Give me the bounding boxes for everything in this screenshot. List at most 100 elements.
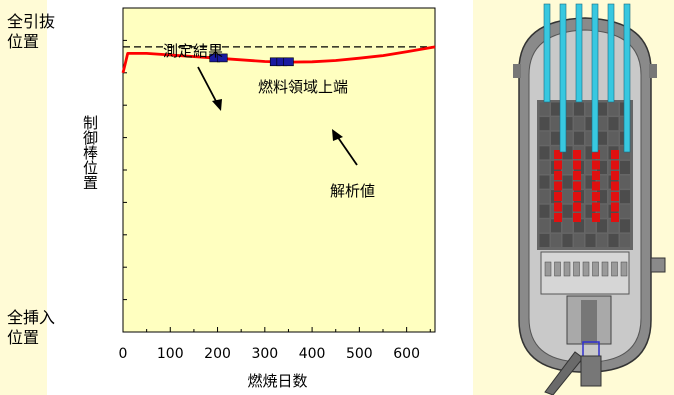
fuel-cell (620, 204, 630, 218)
control-rod-segment (573, 192, 581, 201)
fuel-cell (562, 175, 573, 189)
fuel-cell (608, 131, 619, 145)
fuel-cell (539, 233, 550, 247)
fuel-cell (620, 160, 630, 174)
fuel-cell (539, 146, 550, 160)
fuel-cell (585, 219, 596, 233)
control-rod-segment (573, 160, 581, 170)
control-rod-segment (611, 202, 619, 212)
control-rod-segment (592, 150, 600, 159)
control-rod-segment (592, 192, 600, 201)
control-rod-segment (554, 171, 562, 180)
measured-arrowhead (212, 99, 222, 111)
fuel-cell (585, 131, 596, 145)
measured-annotation: 測定結果 (163, 42, 223, 60)
fuel-cell (608, 117, 619, 131)
fuel-cell (608, 233, 619, 247)
control-rod-segment (592, 202, 600, 212)
guide-tubes (543, 3, 631, 153)
measured-point (216, 53, 228, 63)
control-rod-segment (592, 160, 600, 170)
control-rod-segment (554, 150, 562, 159)
fuel-cell (585, 233, 596, 247)
fuel-cell (551, 233, 561, 247)
axis-ticks (122, 39, 431, 332)
x-tick-label: 300 (251, 346, 278, 362)
control-rod-segment (554, 181, 562, 191)
lower-support-post (582, 261, 590, 277)
lower-support-post (611, 261, 618, 277)
reactor-vessel-diagram (513, 3, 666, 395)
control-rod-segment (611, 160, 619, 170)
lower-support-post (592, 261, 599, 277)
control-rod-segment (611, 150, 619, 159)
x-tick-labels: 0 100 200 300 400 500 600 (119, 346, 420, 362)
fuel-cell (574, 131, 584, 145)
fuel-cell (585, 175, 596, 189)
fuel-cell (539, 117, 550, 131)
fuel-cell (562, 160, 573, 174)
fuel-cell (608, 102, 619, 116)
label-full-inserted: 全挿入 位置 (7, 308, 56, 347)
guide-tube (575, 3, 583, 103)
lower-support-post (544, 261, 552, 277)
measured-arrow (197, 66, 219, 106)
fuel-cell (574, 102, 584, 116)
fuel-cell (608, 219, 619, 233)
analysis-arrow (336, 135, 358, 166)
x-tick-label: 200 (204, 346, 231, 362)
fuel-cell (620, 219, 630, 233)
fuel-cell (551, 102, 561, 116)
bottom-pipe (580, 355, 602, 387)
control-rod-segment (611, 171, 619, 180)
x-tick-label: 600 (393, 346, 420, 362)
x-tick-label: 100 (157, 346, 184, 362)
control-rod-segment (554, 160, 562, 170)
x-tick-label: 0 (119, 346, 128, 362)
fuel-cell (620, 175, 630, 189)
fuel-cell (620, 146, 630, 160)
lower-structure-detail (544, 261, 628, 345)
fuel-cell (585, 190, 596, 204)
nozzle-right (650, 257, 666, 273)
fuel-cell (562, 233, 573, 247)
fuel-cell (597, 102, 607, 116)
control-rod-segment (573, 213, 581, 222)
fuel-cell (574, 233, 584, 247)
fuel-cell (597, 117, 607, 131)
fuel-cell (597, 160, 607, 174)
analysis-annotation: 解析値 (330, 182, 375, 200)
guide-tube (543, 3, 551, 103)
vessel-flange-right (649, 64, 657, 78)
control-rod-segment (611, 181, 619, 191)
control-rod-segment (592, 171, 600, 180)
measured-markers (209, 53, 294, 67)
fuel-top-annotation: 燃料領域上端 (258, 78, 348, 96)
lower-support-post (563, 261, 571, 277)
control-rod-segment (573, 150, 581, 159)
fuel-cell (551, 131, 561, 145)
fuel-cell (539, 102, 550, 116)
fuel-cell (539, 131, 550, 145)
lower-support-post (601, 261, 609, 277)
lower-support-post (620, 261, 628, 277)
fuel-cell (585, 160, 596, 174)
control-rod-segment (611, 213, 619, 222)
fuel-cell (562, 146, 573, 160)
fuel-cell (539, 190, 550, 204)
fuel-cell (597, 131, 607, 145)
fuel-cell (562, 204, 573, 218)
fuel-cell (551, 117, 561, 131)
fuel-cell (597, 233, 607, 247)
control-rod-segment (573, 171, 581, 180)
control-rods (554, 150, 619, 222)
fuel-cell (597, 204, 607, 218)
fuel-cell (597, 219, 607, 233)
control-rod-segment (611, 192, 619, 201)
fuel-cell (562, 190, 573, 204)
fuel-cell (620, 190, 630, 204)
control-rod-segment (554, 213, 562, 222)
guide-tube (607, 3, 615, 103)
x-axis-label: 燃焼日数 (247, 372, 308, 390)
control-rod-segment (592, 213, 600, 222)
